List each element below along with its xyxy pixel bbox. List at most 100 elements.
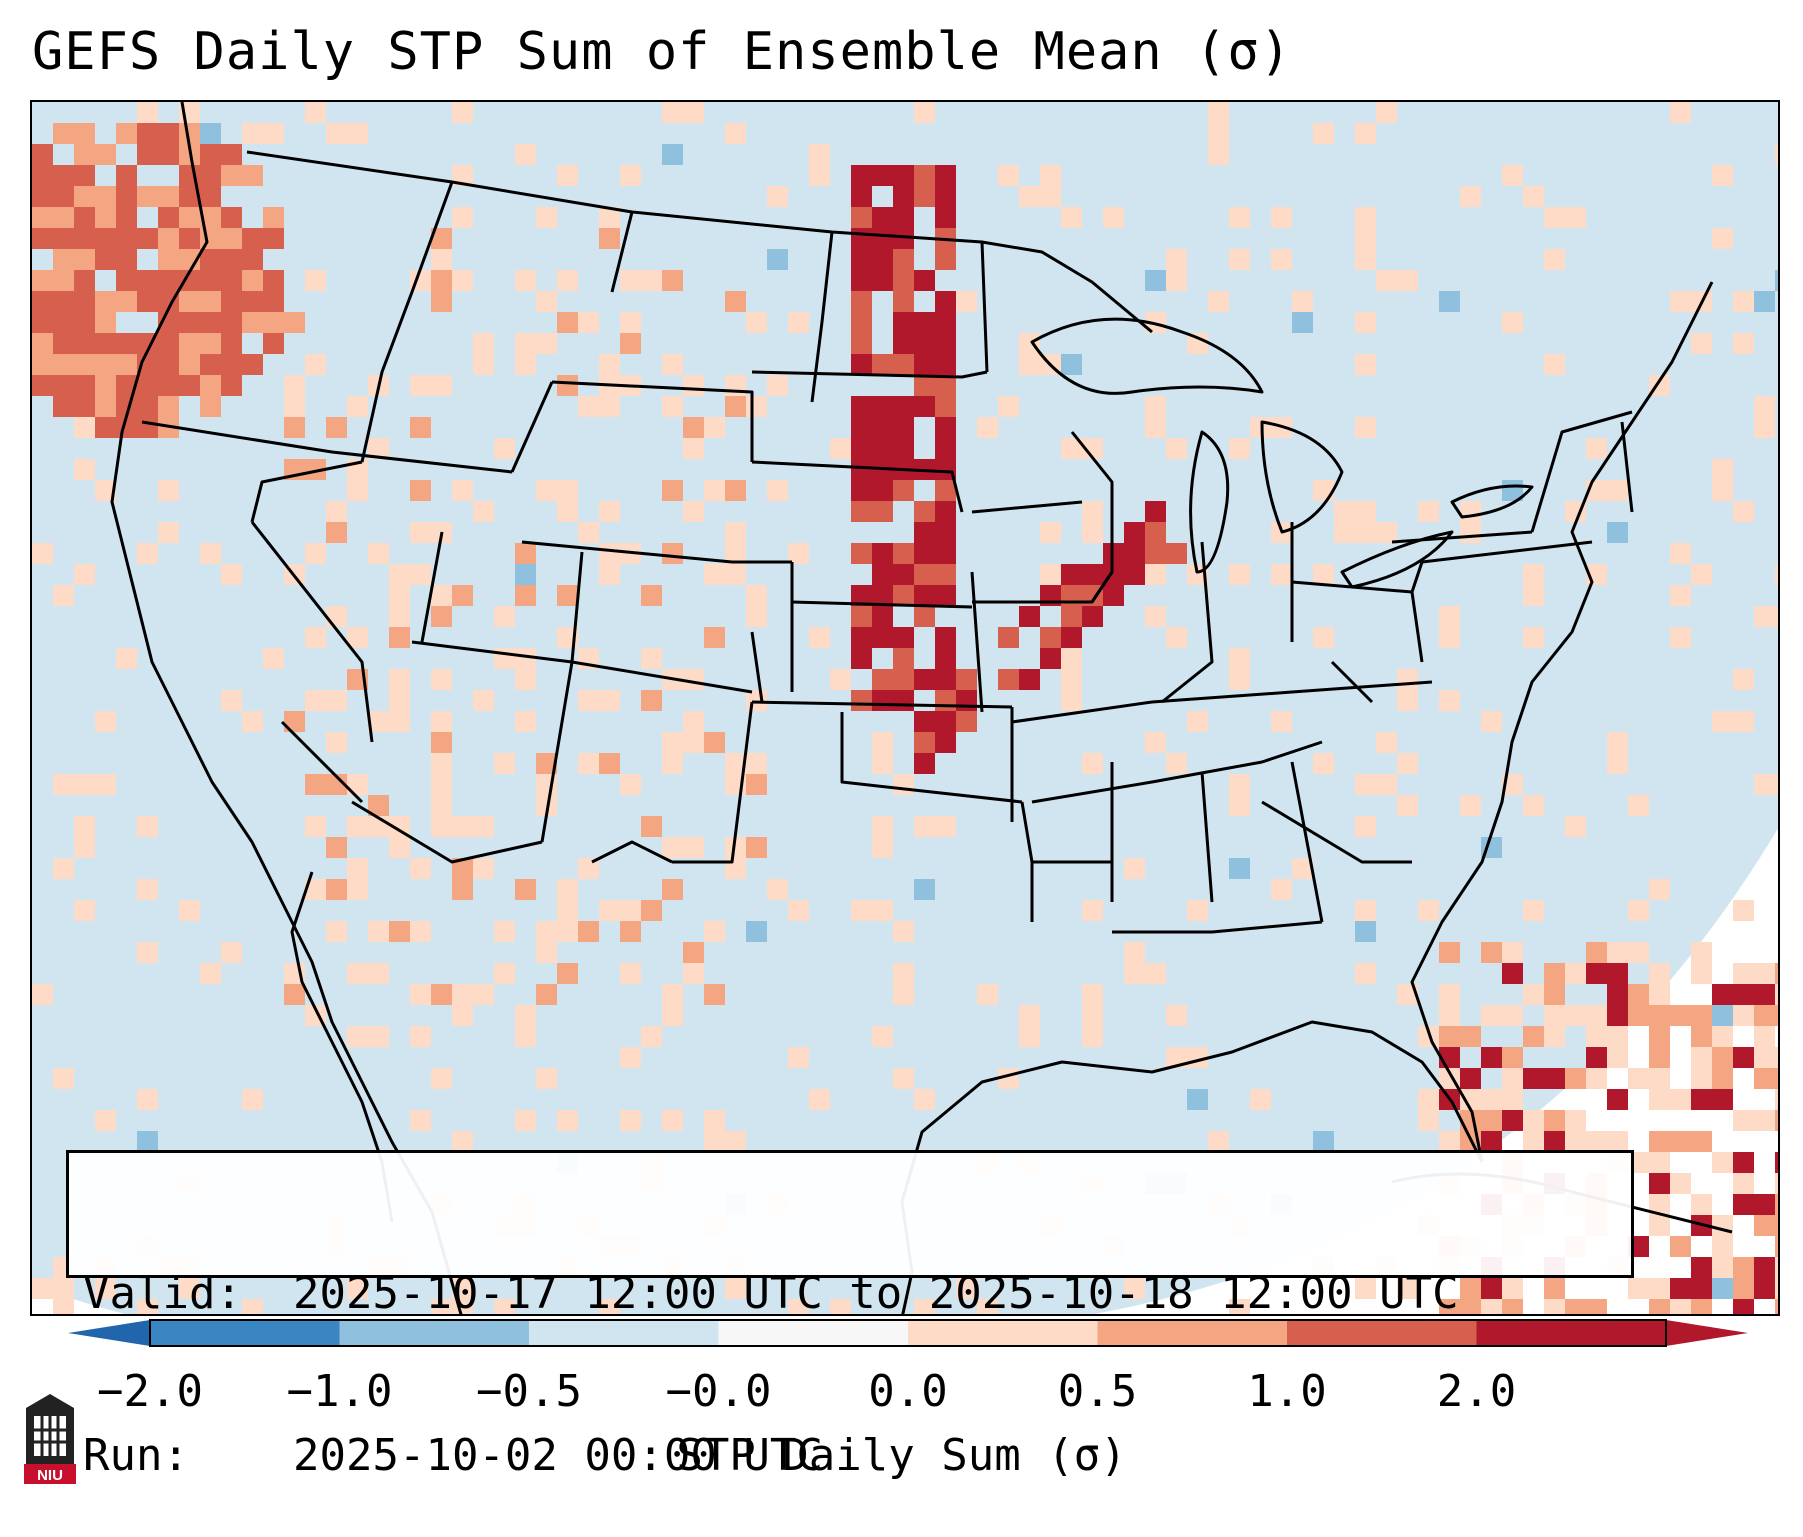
anomaly-cell <box>1460 1299 1481 1314</box>
anomaly-cell <box>326 732 347 753</box>
anomaly-cell <box>557 900 578 921</box>
anomaly-cell <box>1460 1068 1481 1089</box>
anomaly-cell <box>53 312 74 333</box>
anomaly-cell <box>1523 1026 1544 1047</box>
anomaly-cell <box>1271 207 1292 228</box>
anomaly-cell <box>1754 1026 1775 1047</box>
anomaly-cell <box>767 879 788 900</box>
anomaly-cell <box>1649 1131 1670 1152</box>
anomaly-cell <box>1502 1278 1523 1299</box>
anomaly-cell <box>1355 417 1376 438</box>
anomaly-cell <box>662 984 683 1005</box>
anomaly-cell <box>1460 1110 1481 1131</box>
anomaly-cell <box>1439 1131 1460 1152</box>
anomaly-cell <box>872 207 893 228</box>
anomaly-cell <box>242 249 263 270</box>
anomaly-cell <box>1775 1194 1778 1215</box>
anomaly-cell <box>1649 1152 1670 1173</box>
anomaly-cell <box>914 879 935 900</box>
anomaly-cell <box>1775 1299 1778 1314</box>
anomaly-cell <box>1754 963 1775 984</box>
anomaly-cell <box>221 690 242 711</box>
anomaly-cell <box>326 921 347 942</box>
anomaly-cell <box>137 879 158 900</box>
anomaly-cell <box>1733 501 1754 522</box>
anomaly-cell <box>242 312 263 333</box>
anomaly-cell <box>95 480 116 501</box>
anomaly-cell <box>935 711 956 732</box>
anomaly-cell <box>32 354 53 375</box>
anomaly-cell <box>158 522 179 543</box>
anomaly-cell <box>1649 1299 1670 1314</box>
anomaly-cell <box>116 123 137 144</box>
anomaly-cell <box>74 459 95 480</box>
anomaly-cell <box>1187 711 1208 732</box>
anomaly-cell <box>158 123 179 144</box>
anomaly-cell <box>1082 1026 1103 1047</box>
anomaly-cell <box>1712 1257 1733 1278</box>
anomaly-cell <box>851 186 872 207</box>
anomaly-cell <box>158 354 179 375</box>
anomaly-cell <box>1754 417 1775 438</box>
anomaly-cell <box>1145 543 1166 564</box>
anomaly-cell <box>116 186 137 207</box>
state-border <box>141 420 513 474</box>
anomaly-cell <box>914 102 935 123</box>
anomaly-cell <box>1061 354 1082 375</box>
colorbar-tick-label: −0.0 <box>665 1366 772 1417</box>
anomaly-cell <box>1166 753 1187 774</box>
anomaly-cell <box>641 816 662 837</box>
state-border <box>551 380 754 462</box>
anomaly-cell <box>872 837 893 858</box>
anomaly-cell <box>578 396 599 417</box>
anomaly-cell <box>1691 1278 1712 1299</box>
anomaly-cell <box>200 144 221 165</box>
anomaly-cell <box>1355 1278 1376 1299</box>
anomaly-cell <box>200 312 221 333</box>
anomaly-cell <box>1061 564 1082 585</box>
anomaly-cell <box>221 564 242 585</box>
anomaly-cell <box>872 417 893 438</box>
anomaly-cell <box>1502 165 1523 186</box>
anomaly-cell <box>914 165 935 186</box>
anomaly-cell <box>1229 795 1250 816</box>
anomaly-cell <box>1754 1257 1775 1278</box>
anomaly-cell <box>263 333 284 354</box>
anomaly-cell <box>1733 984 1754 1005</box>
anomaly-cell <box>1502 312 1523 333</box>
anomaly-cell <box>1376 270 1397 291</box>
anomaly-cell <box>74 144 95 165</box>
anomaly-cell <box>704 627 725 648</box>
anomaly-cell <box>1670 1236 1691 1257</box>
anomaly-cell <box>851 270 872 291</box>
anomaly-cell <box>179 1278 200 1299</box>
anomaly-cell <box>137 942 158 963</box>
anomaly-cell <box>242 270 263 291</box>
anomaly-cell <box>935 690 956 711</box>
anomaly-cell <box>872 627 893 648</box>
anomaly-cell <box>1607 963 1628 984</box>
anomaly-cell <box>1334 501 1355 522</box>
anomaly-cell <box>1481 1089 1502 1110</box>
anomaly-cell <box>536 795 557 816</box>
anomaly-cell <box>515 1110 536 1131</box>
anomaly-cell <box>242 165 263 186</box>
anomaly-cell <box>53 270 74 291</box>
anomaly-cell <box>1607 1026 1628 1047</box>
anomaly-cell <box>683 375 704 396</box>
anomaly-cell <box>893 228 914 249</box>
anomaly-cell <box>53 165 74 186</box>
anomaly-cell <box>1544 1005 1565 1026</box>
colorbar-under-arrow <box>68 1320 150 1346</box>
anomaly-cell <box>851 165 872 186</box>
anomaly-cell <box>1166 249 1187 270</box>
state-border <box>672 701 754 864</box>
anomaly-cell <box>620 312 641 333</box>
anomaly-cell <box>620 963 641 984</box>
anomaly-cell <box>893 333 914 354</box>
state-border <box>970 571 984 713</box>
anomaly-cell <box>1355 501 1376 522</box>
anomaly-cell <box>725 1278 746 1299</box>
anomaly-cell <box>662 753 683 774</box>
state-border <box>1070 431 1114 603</box>
